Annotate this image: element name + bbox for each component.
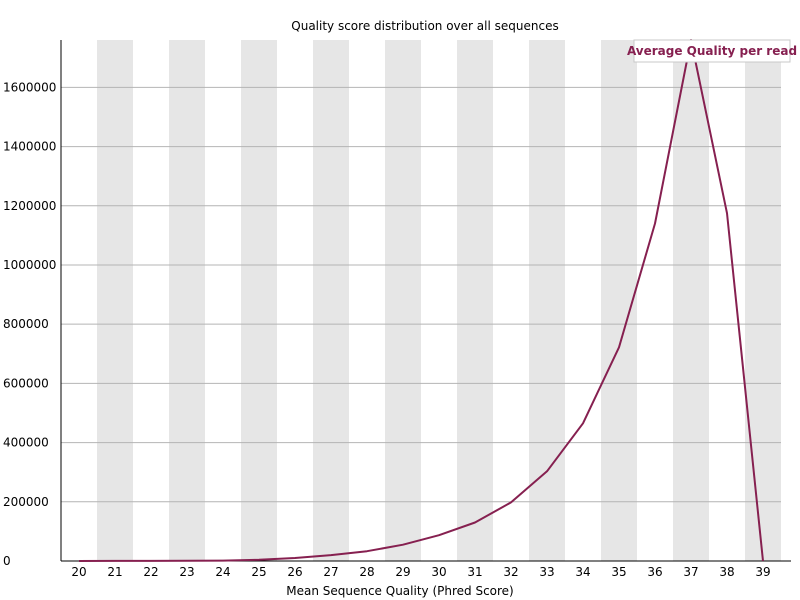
- y-tick-label: 400000: [3, 436, 49, 450]
- x-tick-label: 34: [575, 565, 590, 579]
- y-tick-label: 200000: [3, 495, 49, 509]
- background-band: [385, 40, 421, 561]
- x-tick-label: 31: [467, 565, 482, 579]
- y-tick-label: 1600000: [3, 80, 56, 94]
- background-bands: [97, 40, 781, 561]
- x-tick-label: 39: [755, 565, 770, 579]
- x-tick-label: 22: [143, 565, 158, 579]
- chart-title: Quality score distribution over all sequ…: [291, 19, 558, 33]
- x-tick-label: 35: [611, 565, 626, 579]
- x-tick-label: 27: [323, 565, 338, 579]
- legend: Average Quality per read: [627, 39, 797, 63]
- series-lines: [78, 39, 764, 562]
- background-band: [457, 40, 493, 561]
- background-band: [313, 40, 349, 561]
- background-band: [169, 40, 205, 561]
- x-tick-label: 30: [431, 565, 446, 579]
- x-tick-label: 24: [215, 565, 230, 579]
- x-tick-label: 25: [251, 565, 266, 579]
- x-tick-label: 28: [359, 565, 374, 579]
- x-tick-label: 36: [647, 565, 662, 579]
- legend-box: [633, 39, 791, 63]
- background-band: [241, 40, 277, 561]
- background-band: [601, 40, 637, 561]
- x-axis-label: Mean Sequence Quality (Phred Score): [286, 584, 514, 598]
- y-tick-label: 1200000: [3, 199, 56, 213]
- y-tick-label: 1000000: [3, 258, 56, 272]
- series-line: [78, 39, 764, 562]
- y-tick-label: 0: [3, 554, 11, 568]
- x-tick-label: 37: [683, 565, 698, 579]
- background-band: [673, 40, 709, 561]
- x-tick-labels: 20 21 22 23 24 25 26 27 28 29 30 31 32 33 34 35 36 37 38 39: [71, 565, 770, 579]
- x-tick-label: 38: [719, 565, 734, 579]
- x-tick-label: 23: [179, 565, 194, 579]
- y-tick-label: 800000: [3, 317, 49, 331]
- background-band: [745, 40, 781, 561]
- gridlines: [61, 86, 781, 503]
- x-tick-label: 32: [503, 565, 518, 579]
- legend-entry-label: Average Quality per read: [627, 44, 797, 58]
- background-band: [97, 40, 133, 561]
- y-tick-label: 1400000: [3, 140, 56, 154]
- x-tick-label: 29: [395, 565, 410, 579]
- x-tick-label: 26: [287, 565, 302, 579]
- x-tick-label: 33: [539, 565, 554, 579]
- x-tick-label: 20: [71, 565, 86, 579]
- y-tick-labels: 0 200000 400000 600000 800000 1000000 1200000 1…: [3, 80, 56, 568]
- y-tick-label: 600000: [3, 376, 49, 390]
- x-tick-label: 21: [107, 565, 122, 579]
- background-band: [529, 40, 565, 561]
